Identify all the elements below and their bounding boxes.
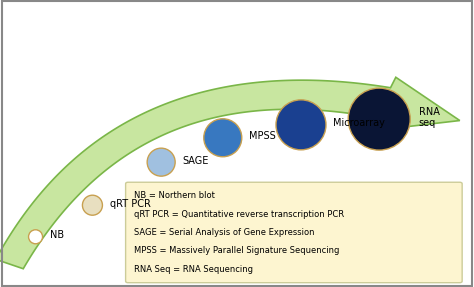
Text: qRT PCR = Quantitative reverse transcription PCR: qRT PCR = Quantitative reverse transcrip… xyxy=(134,210,344,219)
Text: Microarray: Microarray xyxy=(333,119,385,128)
Text: NB: NB xyxy=(50,230,64,240)
Polygon shape xyxy=(0,77,460,269)
Ellipse shape xyxy=(82,195,102,215)
Ellipse shape xyxy=(204,119,242,157)
FancyBboxPatch shape xyxy=(126,182,462,283)
Text: MPSS: MPSS xyxy=(249,131,276,141)
Text: RNA
seq: RNA seq xyxy=(419,107,439,129)
Ellipse shape xyxy=(28,230,43,244)
Text: qRT PCR: qRT PCR xyxy=(109,199,150,209)
Text: SAGE = Serial Analysis of Gene Expression: SAGE = Serial Analysis of Gene Expressio… xyxy=(134,228,314,237)
Ellipse shape xyxy=(147,148,175,176)
Ellipse shape xyxy=(276,100,326,150)
Ellipse shape xyxy=(348,88,410,150)
Text: SAGE: SAGE xyxy=(182,156,209,166)
Text: MPSS = Massively Parallel Signature Sequencing: MPSS = Massively Parallel Signature Sequ… xyxy=(134,246,339,255)
Text: NB = Northern blot: NB = Northern blot xyxy=(134,191,215,200)
Text: RNA Seq = RNA Sequencing: RNA Seq = RNA Sequencing xyxy=(134,265,253,274)
